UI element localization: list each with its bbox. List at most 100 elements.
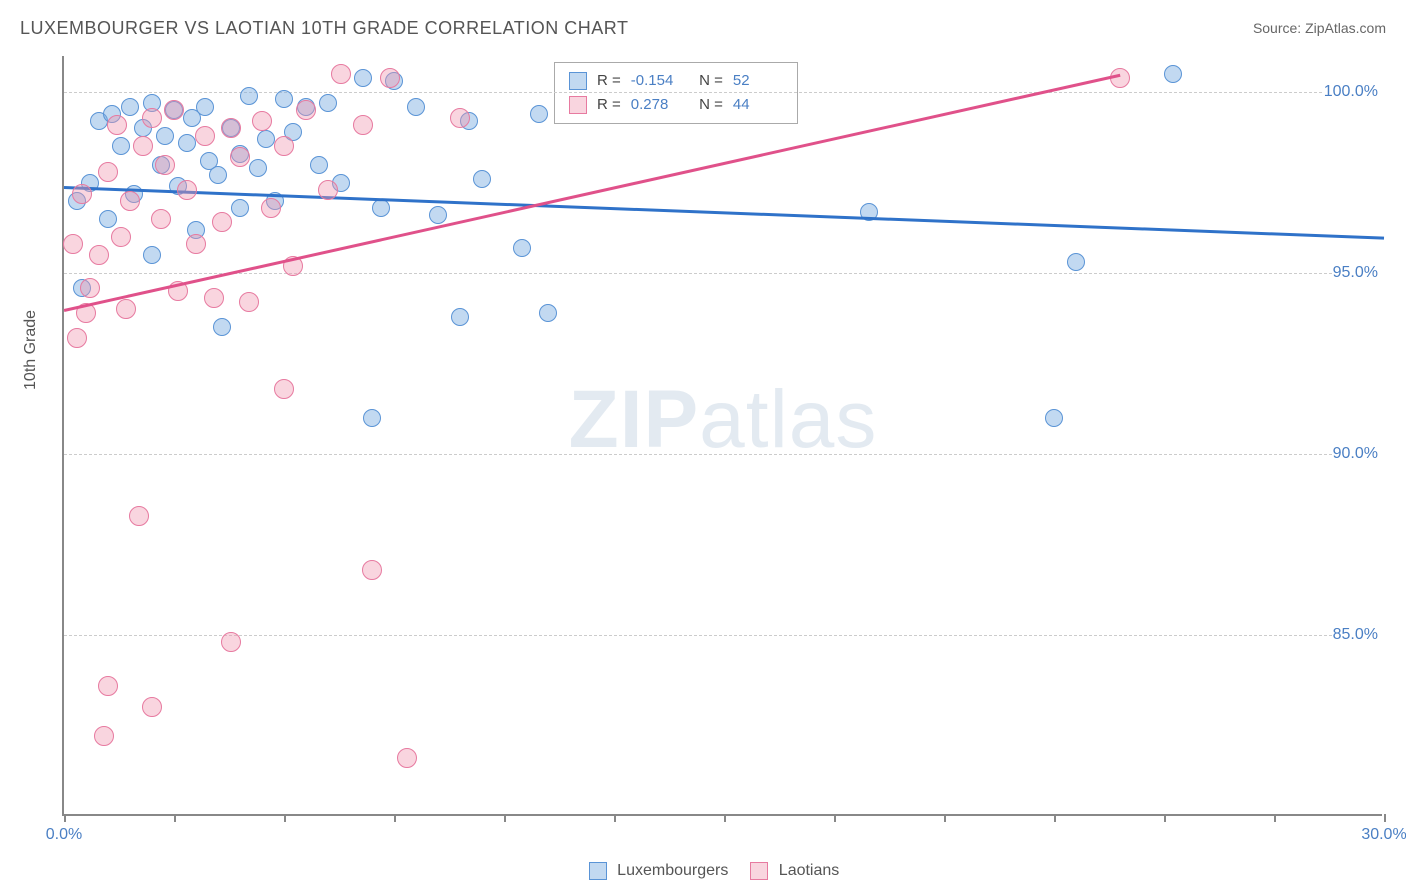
data-point xyxy=(362,560,382,580)
data-point xyxy=(133,136,153,156)
data-point xyxy=(142,108,162,128)
data-point xyxy=(120,191,140,211)
ytick-label: 90.0% xyxy=(1333,445,1384,463)
data-point xyxy=(429,206,447,224)
data-point xyxy=(363,409,381,427)
data-point xyxy=(186,234,206,254)
data-point xyxy=(80,278,100,298)
data-point xyxy=(249,159,267,177)
ytick-label: 85.0% xyxy=(1333,626,1384,644)
xtick xyxy=(284,814,286,822)
data-point xyxy=(318,180,338,200)
data-point xyxy=(539,304,557,322)
data-point xyxy=(231,199,249,217)
data-point xyxy=(240,87,258,105)
gridline xyxy=(64,635,1382,636)
legend-swatch xyxy=(569,96,587,114)
data-point xyxy=(94,726,114,746)
stats-row: R = -0.154 N = 52 xyxy=(569,69,783,93)
stat-n-value: 52 xyxy=(733,69,783,93)
ytick-label: 95.0% xyxy=(1333,264,1384,282)
data-point xyxy=(354,69,372,87)
y-axis-label: 10th Grade xyxy=(22,310,40,390)
xtick xyxy=(944,814,946,822)
data-point xyxy=(129,506,149,526)
stat-n-value: 44 xyxy=(733,93,783,117)
stat-r-value: -0.154 xyxy=(631,69,681,93)
data-point xyxy=(196,98,214,116)
data-point xyxy=(209,166,227,184)
data-point xyxy=(1045,409,1063,427)
stat-r-label: R = xyxy=(597,93,621,117)
data-point xyxy=(89,245,109,265)
gridline xyxy=(64,92,1382,93)
data-point xyxy=(111,227,131,247)
data-point xyxy=(261,198,281,218)
data-point xyxy=(151,209,171,229)
data-point xyxy=(513,239,531,257)
data-point xyxy=(407,98,425,116)
stat-r-label: R = xyxy=(597,69,621,93)
plot-area: ZIPatlas R = -0.154 N = 52R = 0.278 N = … xyxy=(62,56,1382,816)
data-point xyxy=(178,134,196,152)
data-point xyxy=(353,115,373,135)
xtick xyxy=(1384,814,1386,822)
data-point xyxy=(112,137,130,155)
data-point xyxy=(143,246,161,264)
data-point xyxy=(116,299,136,319)
data-point xyxy=(451,308,469,326)
data-point xyxy=(530,105,548,123)
data-point xyxy=(319,94,337,112)
ytick-label: 100.0% xyxy=(1324,83,1384,101)
data-point xyxy=(98,676,118,696)
stats-row: R = 0.278 N = 44 xyxy=(569,93,783,117)
xtick xyxy=(394,814,396,822)
xtick xyxy=(834,814,836,822)
data-point xyxy=(372,199,390,217)
data-point xyxy=(67,328,87,348)
legend-label: Laotians xyxy=(774,862,839,879)
data-point xyxy=(221,118,241,138)
data-point xyxy=(221,632,241,652)
xtick xyxy=(1274,814,1276,822)
data-point xyxy=(230,147,250,167)
data-point xyxy=(380,68,400,88)
data-point xyxy=(142,697,162,717)
gridline xyxy=(64,273,1382,274)
xtick-label: 0.0% xyxy=(46,826,82,844)
data-point xyxy=(99,210,117,228)
data-point xyxy=(310,156,328,174)
xtick xyxy=(64,814,66,822)
stat-n-label: N = xyxy=(691,93,723,117)
legend-label: Luxembourgers xyxy=(613,862,729,879)
xtick xyxy=(1164,814,1166,822)
xtick xyxy=(504,814,506,822)
data-point xyxy=(164,100,184,120)
data-point xyxy=(257,130,275,148)
data-point xyxy=(275,90,293,108)
xtick xyxy=(1054,814,1056,822)
data-point xyxy=(450,108,470,128)
stat-n-label: N = xyxy=(691,69,723,93)
xtick xyxy=(724,814,726,822)
data-point xyxy=(72,184,92,204)
data-point xyxy=(156,127,174,145)
data-point xyxy=(107,115,127,135)
data-point xyxy=(63,234,83,254)
stat-r-value: 0.278 xyxy=(631,93,681,117)
data-point xyxy=(177,180,197,200)
data-point xyxy=(274,379,294,399)
data-point xyxy=(331,64,351,84)
data-point xyxy=(274,136,294,156)
data-point xyxy=(1164,65,1182,83)
legend-swatch xyxy=(750,862,768,880)
data-point xyxy=(98,162,118,182)
legend-swatch xyxy=(589,862,607,880)
source-label: Source: ZipAtlas.com xyxy=(1253,20,1386,36)
data-point xyxy=(195,126,215,146)
chart-title: LUXEMBOURGER VS LAOTIAN 10TH GRADE CORRE… xyxy=(20,18,628,39)
data-point xyxy=(1067,253,1085,271)
data-point xyxy=(473,170,491,188)
data-point xyxy=(212,212,232,232)
data-point xyxy=(121,98,139,116)
